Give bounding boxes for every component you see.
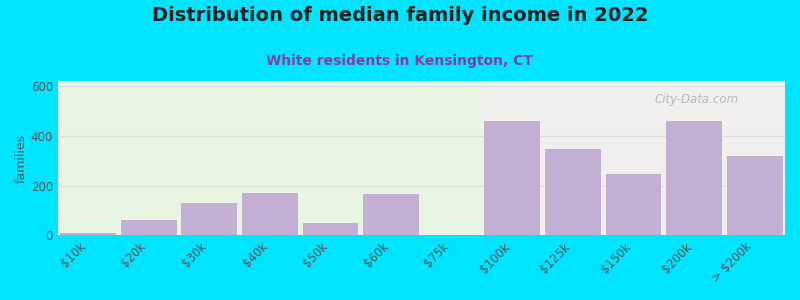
Bar <box>485 121 540 236</box>
Bar <box>666 121 722 236</box>
Bar <box>545 149 601 236</box>
Y-axis label: families: families <box>15 134 28 183</box>
Text: Distribution of median family income in 2022: Distribution of median family income in … <box>152 6 648 25</box>
Bar <box>482 81 785 236</box>
Bar <box>302 223 358 236</box>
Bar <box>242 193 298 236</box>
Bar <box>182 203 238 236</box>
Text: White residents in Kensington, CT: White residents in Kensington, CT <box>266 54 534 68</box>
Bar <box>363 194 419 236</box>
Bar <box>121 220 177 236</box>
Bar <box>58 81 482 236</box>
Bar <box>727 156 782 236</box>
Bar <box>60 233 116 236</box>
Text: City-Data.com: City-Data.com <box>654 93 738 106</box>
Bar <box>606 174 662 236</box>
